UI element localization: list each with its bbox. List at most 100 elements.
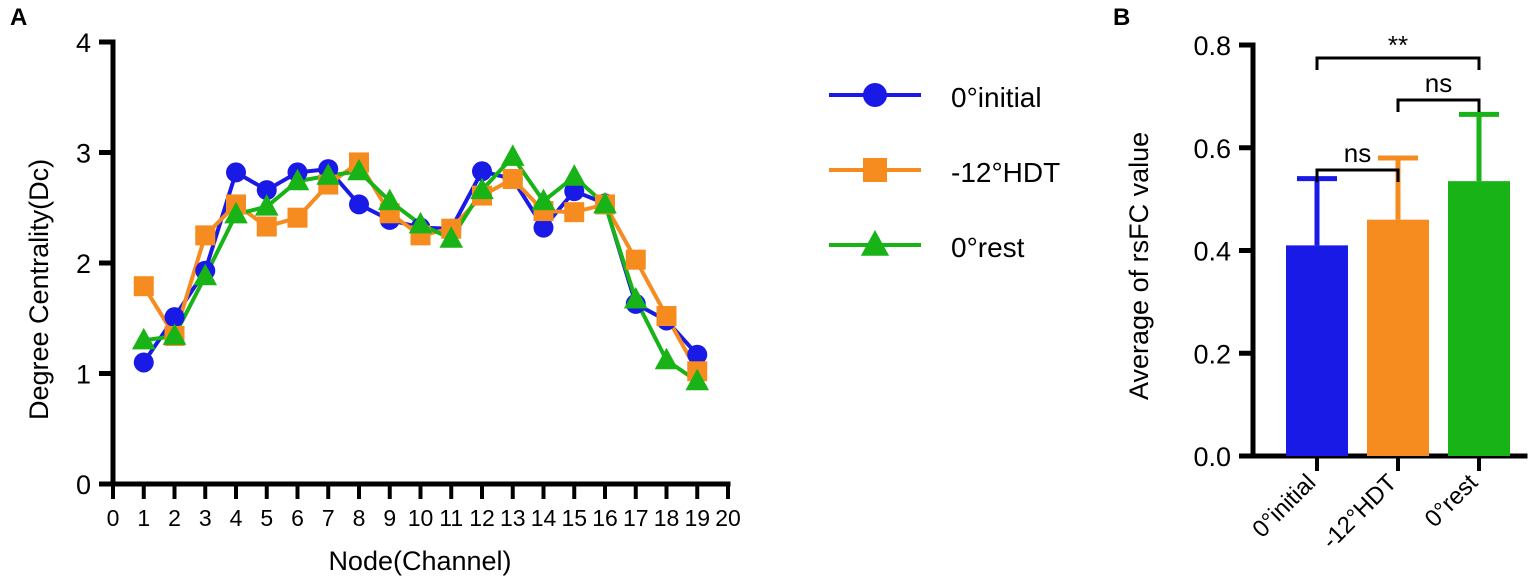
chart-legend: 0°initial -12°HDT 0°rest <box>829 82 1060 263</box>
panel-b-category-label-1: -12°HDT <box>1317 469 1403 555</box>
panel-a-x-tick-label: 2 <box>168 505 181 531</box>
panel-b-bars-group <box>1286 181 1510 457</box>
series-line-square <box>142 159 699 373</box>
panel-b: Average of rsFC value 0.0 0.2 0.4 0.6 0.8 ns… <box>1100 0 1535 585</box>
panel-b-y-tick-label: 0.0 <box>1193 442 1231 472</box>
data-point-square <box>502 169 523 190</box>
data-point-triangle <box>224 201 248 224</box>
data-point-triangle <box>593 191 617 214</box>
panel-a-x-tick-label: 11 <box>439 505 463 531</box>
panel-a-x-tick-label: 17 <box>623 505 649 531</box>
data-point-circle <box>349 194 369 215</box>
data-point-square <box>625 249 646 270</box>
panel-a-y-axis-title: Degree Centrality(Dc) <box>24 159 54 420</box>
data-point-square <box>287 207 308 228</box>
panel-b-significance-group: ns ns ** <box>1315 30 1481 182</box>
panel-a-x-tick-label: 7 <box>322 505 335 531</box>
panel-a-x-tick-label: 10 <box>408 505 434 531</box>
panel-b-y-tick-label: 0.8 <box>1193 31 1231 61</box>
data-point-triangle <box>654 347 679 370</box>
panel-a-x-tick-label: 4 <box>230 505 243 531</box>
panel-b-svg: Average of rsFC value 0.0 0.2 0.4 0.6 0.8 ns… <box>1124 30 1528 555</box>
panel-b-x-ticks <box>1315 456 1481 471</box>
panel-a-x-tick-label: 12 <box>469 505 495 531</box>
data-point-triangle <box>562 164 587 186</box>
data-point-triangle <box>254 194 279 216</box>
panel-b-y-axis-title: Average of rsFC value <box>1124 132 1154 400</box>
significance-label-1: ns <box>1425 68 1452 98</box>
significance-bracket-1 <box>1396 98 1481 112</box>
panel-b-category-labels: 0°initial-12°HDT 0°rest <box>1247 469 1483 555</box>
panel-a-y-ticks: 0 1 2 3 4 <box>76 28 113 500</box>
significance-bracket-2 <box>1315 56 1481 70</box>
panel-b-y-ticks: 0.0 0.2 0.4 0.6 0.8 <box>1193 31 1253 472</box>
data-point-triangle <box>408 211 433 234</box>
panel-a-x-tick-label: 13 <box>500 505 526 531</box>
data-point-square <box>256 216 277 237</box>
panel-b-category-label-2: 0°rest <box>1420 469 1484 533</box>
panel-a-x-tick-label: 0 <box>107 505 120 531</box>
panel-a-x-tick-label: 14 <box>531 505 557 531</box>
data-point-triangle <box>470 177 494 200</box>
data-point-triangle <box>347 158 371 181</box>
data-point-triangle <box>285 168 310 191</box>
panel-a-x-axis-title: Node(Channel) <box>328 546 511 576</box>
panel-a-y-tick-label: 0 <box>76 470 91 500</box>
data-point-triangle <box>193 263 218 286</box>
panel-a-x-tick-label: 15 <box>561 505 587 531</box>
panel-a-x-tick-label: 18 <box>654 505 680 531</box>
data-point-triangle <box>685 368 710 391</box>
data-point-triangle <box>377 188 402 211</box>
panel-b-y-tick-label: 0.2 <box>1193 339 1231 369</box>
bar-2 <box>1448 181 1510 457</box>
data-point-circle <box>687 344 708 365</box>
data-point-square <box>133 276 154 297</box>
legend-marker-square <box>863 158 887 182</box>
bar-0 <box>1286 245 1348 456</box>
data-point-circle <box>533 217 554 238</box>
panel-a-series-group <box>131 144 710 391</box>
data-point-triangle <box>531 188 556 211</box>
significance-label-2: ** <box>1388 30 1408 60</box>
series-line-triangle <box>143 153 699 383</box>
panel-b-category-label-0: 0°initial <box>1247 469 1321 543</box>
legend-label-1: -12°HDT <box>951 157 1060 188</box>
data-point-triangle <box>162 323 187 345</box>
panel-a-x-tick-label: 19 <box>684 505 710 531</box>
panel-a-letter: A <box>10 4 28 31</box>
panel-a-y-tick-label: 4 <box>76 28 91 58</box>
data-point-triangle <box>316 163 341 185</box>
panel-b-error-bars-group <box>1297 111 1499 246</box>
panel-b-letter: B <box>1113 4 1131 31</box>
legend-marker-triangle <box>860 230 890 256</box>
significance-bracket-0 <box>1315 168 1400 182</box>
data-point-triangle <box>439 226 464 248</box>
panel-a-x-tick-label: 6 <box>291 505 304 531</box>
panel-a-y-tick-label: 1 <box>76 360 91 390</box>
data-point-circle <box>226 162 246 183</box>
panel-a-x-tick-label: 20 <box>715 505 741 531</box>
bar-1 <box>1367 219 1429 456</box>
panel-a-x-tick-label: 3 <box>199 505 212 531</box>
data-point-square <box>195 225 216 246</box>
data-point-triangle <box>500 144 525 166</box>
significance-label-0: ns <box>1344 138 1371 168</box>
data-point-circle <box>164 307 185 328</box>
data-point-triangle <box>131 327 156 350</box>
panel-a-y-tick-label: 3 <box>76 139 91 169</box>
data-point-square <box>656 306 677 327</box>
legend-label-2: 0°rest <box>951 232 1025 263</box>
data-point-circle <box>564 181 585 202</box>
panel-a-x-tick-label: 9 <box>383 505 396 531</box>
panel-a-x-tick-label: 5 <box>260 505 273 531</box>
data-point-square <box>564 202 585 223</box>
panel-a-x-tick-label: 1 <box>137 505 150 531</box>
data-point-triangle <box>623 286 648 309</box>
panel-b-y-tick-label: 0.6 <box>1193 134 1231 164</box>
data-point-circle <box>256 180 277 201</box>
panel-a-x-ticks: 0 1 2 3 4 5 6 7 8 9 10 11 12 13 14 15 16 17 18 19 20 <box>107 484 741 531</box>
panel-b-y-tick-label: 0.4 <box>1193 237 1231 267</box>
